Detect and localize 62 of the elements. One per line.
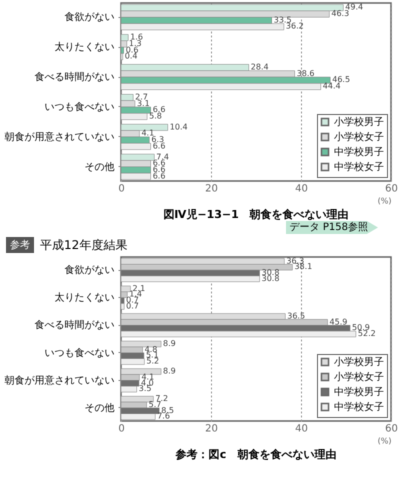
y-tick-label: 食べる時間がない	[34, 319, 114, 332]
y-tick-label: その他	[84, 402, 114, 414]
x-tick-label: 60	[385, 184, 398, 194]
x-tick-label: 0	[118, 184, 125, 194]
data-label: 6.6	[152, 141, 166, 150]
data-label: 8.9	[163, 338, 176, 348]
legend-label: 小学校男子	[334, 356, 384, 368]
legend-label: 中学校男子	[334, 146, 384, 158]
x-tick-label: 40	[295, 424, 308, 434]
data-label: 1.3	[128, 38, 142, 48]
data-label: 28.4	[250, 62, 269, 72]
legend-label: 小学校女子	[334, 371, 384, 383]
y-tick-label: 食べる時間がない	[34, 71, 114, 84]
legend-label: 中学校女子	[334, 161, 384, 173]
x-axis-title: (%)	[378, 436, 392, 446]
text: データ P158参照	[286, 221, 378, 234]
y-tick-label: 食欲がない	[64, 11, 114, 24]
data-label: 44.4	[322, 82, 341, 91]
data-label: 7.6	[157, 412, 170, 421]
text: 参考	[6, 237, 34, 253]
y-tick-label: 太りたくない	[54, 292, 114, 304]
x-tick-label: 40	[295, 184, 308, 194]
data-label: 5.8	[149, 111, 162, 120]
x-tick-label: 60	[385, 424, 398, 434]
x-tick-label: 0	[118, 424, 125, 434]
text: 参考：図c 朝食を食べない理由	[174, 448, 336, 461]
data-label: 30.8	[262, 274, 280, 283]
y-tick-label: 食欲がない	[64, 264, 114, 276]
y-tick-label: いつも食べない	[44, 346, 114, 359]
data-label: 6.6	[152, 164, 166, 174]
data-label: 36.2	[286, 22, 304, 31]
data-label: 36.5	[287, 311, 306, 320]
y-tick-label: 朝食が用意されていない	[4, 130, 114, 143]
data-label: 45.9	[330, 317, 348, 326]
data-label: 0.6	[126, 45, 138, 54]
data-label: 5.7	[148, 400, 162, 409]
data-label: 52.2	[358, 329, 376, 338]
data-label: 4.1	[141, 128, 154, 138]
legend-label: 小学校女子	[334, 131, 384, 143]
data-label: 8.9	[163, 366, 176, 376]
data-label: 5.2	[146, 356, 160, 366]
y-tick-label: いつも食べない	[44, 100, 114, 113]
x-tick-label: 20	[205, 424, 218, 434]
data-label: 38.6	[296, 68, 315, 78]
data-label: 46.3	[331, 9, 350, 18]
data-label: 0.4	[124, 52, 138, 61]
legend-label: 小学校男子	[334, 116, 384, 128]
y-tick-label: その他	[84, 160, 114, 173]
x-axis-title: (%)	[378, 196, 392, 206]
y-tick-label: 太りたくない	[54, 41, 114, 54]
data-label: 10.4	[170, 122, 188, 132]
data-label: 0.7	[126, 301, 139, 310]
legend-label: 中学校男子	[334, 386, 384, 398]
y-tick-label: 朝食が用意されていない	[4, 374, 114, 386]
text: 図Ⅳ児−13−1 朝食を食べない理由	[163, 208, 349, 221]
data-label: 2.7	[135, 92, 148, 102]
chart-subtitle: 平成12年度結果	[40, 236, 128, 254]
data-label: 33.5	[274, 15, 292, 24]
x-tick-label: 20	[205, 184, 218, 194]
legend-label: 中学校女子	[334, 401, 384, 413]
data-label: 3.1	[136, 98, 150, 108]
data-label: 6.6	[152, 171, 166, 180]
